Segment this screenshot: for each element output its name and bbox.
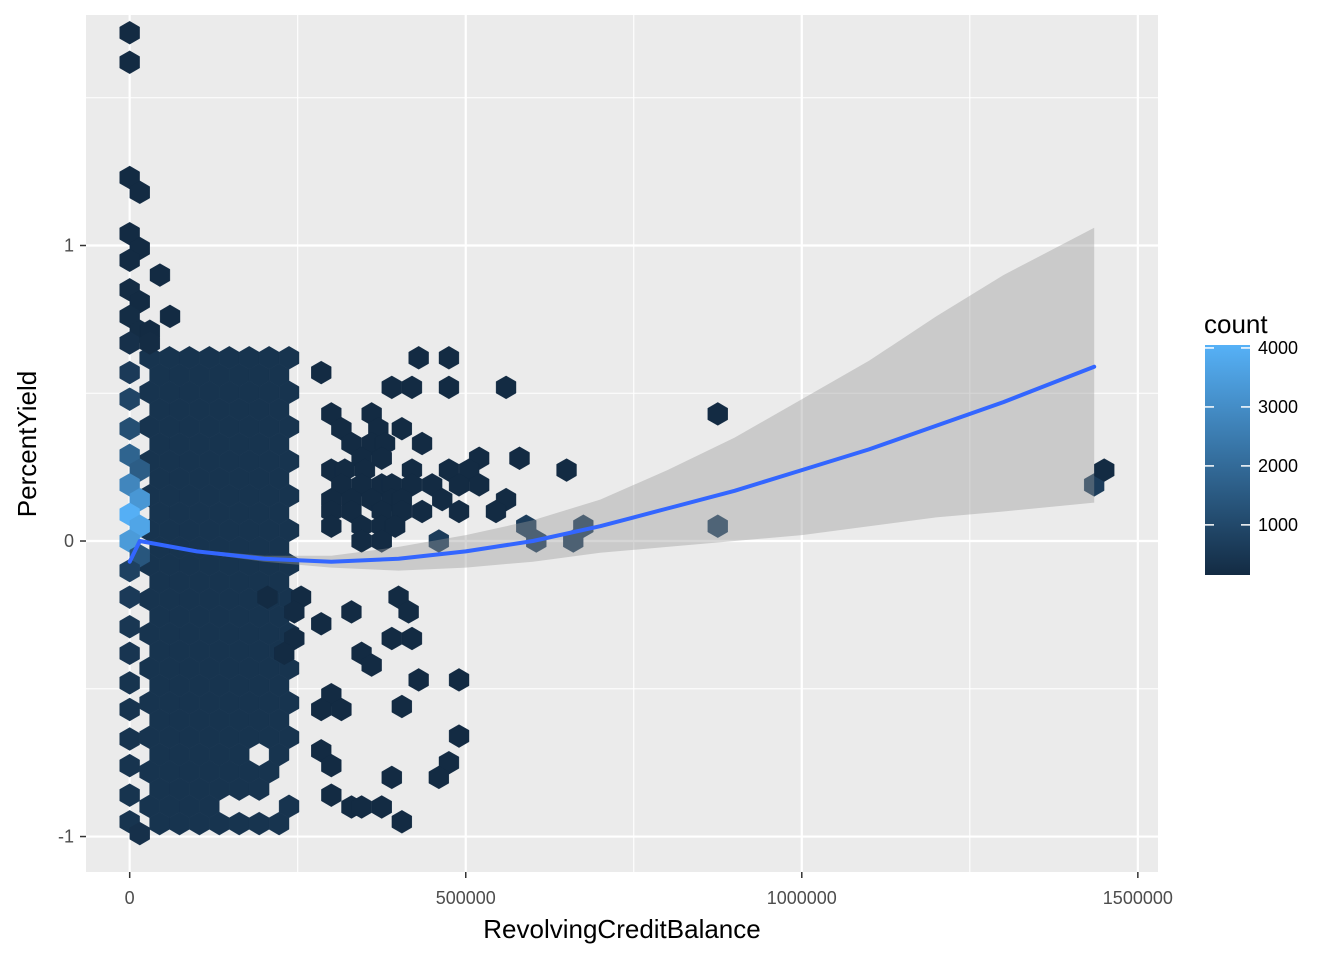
- hexbin-cell: [469, 473, 490, 497]
- legend-title: count: [1204, 309, 1268, 339]
- hexbin-cell: [284, 600, 305, 624]
- hexbin-cell: [371, 529, 392, 553]
- hexbin-cell: [159, 304, 181, 329]
- legend-tick-label: 1000: [1258, 515, 1298, 535]
- hexbin-cell: [321, 514, 342, 538]
- hexbin-cell: [119, 753, 140, 778]
- hexbin-cell: [385, 514, 406, 538]
- y-axis: -1 0 1: [58, 236, 86, 847]
- smooth-line: [127, 364, 1097, 564]
- hexbin-cell: [361, 653, 382, 677]
- hexbin-cell: [119, 331, 140, 355]
- smooth-line-layer: [127, 364, 1097, 564]
- hexbin-cell: [438, 346, 460, 370]
- hexbin-cell: [119, 387, 140, 411]
- hexbin-cell: [1094, 458, 1115, 482]
- hexbin-cell: [381, 765, 402, 790]
- hexbin-cell: [401, 626, 423, 651]
- y-tick-label: 0: [64, 531, 74, 551]
- hexbin-cell: [351, 529, 372, 553]
- hexbin-cell: [119, 416, 140, 441]
- hexbin-cell: [149, 263, 171, 287]
- hexbin-cell: [119, 50, 140, 75]
- hexbin-cell: [321, 753, 342, 778]
- hexbin-cell: [274, 641, 295, 666]
- hexbin-cell: [391, 416, 412, 441]
- hexbin-cell: [119, 641, 140, 666]
- hexbin-cell: [391, 694, 412, 719]
- hexbin-cell: [432, 487, 453, 512]
- confidence-ribbon-layer: [129, 227, 1095, 571]
- hexbin-cell: [129, 821, 150, 846]
- hexbin-cell: [119, 585, 140, 609]
- hexbin-cell: [448, 724, 470, 748]
- hexbin-cell: [119, 248, 140, 273]
- x-tick-label: 1000000: [767, 888, 837, 908]
- hexbin-cell: [438, 375, 460, 400]
- hexbin-cell: [119, 614, 140, 639]
- y-tick-label: -1: [58, 827, 74, 847]
- legend-tick-label: 4000: [1258, 338, 1298, 358]
- hexbin-cell: [371, 795, 392, 819]
- hexbin-cell: [448, 668, 470, 692]
- hexbin-cell: [408, 668, 429, 692]
- hexbin-cell: [331, 697, 352, 722]
- hexbin-cell: [119, 671, 140, 695]
- hexbin-cell: [411, 499, 433, 524]
- x-tick-label: 500000: [436, 888, 496, 908]
- legend-tick-label: 3000: [1258, 397, 1298, 417]
- hexbin-cell: [129, 180, 150, 205]
- hexbin-cell: [351, 795, 372, 819]
- confidence-ribbon: [129, 227, 1095, 571]
- hexbin-cell: [485, 499, 507, 524]
- y-axis-title: PercentYield: [12, 371, 42, 517]
- legend-colorbar: [1205, 345, 1250, 575]
- hexbin-cell: [428, 765, 449, 790]
- hexbin-cell: [408, 346, 429, 370]
- hexbin-cell: [268, 811, 290, 836]
- hexbin-cell: [321, 783, 342, 807]
- hexbin-cell: [341, 600, 362, 624]
- hexbin-cell: [411, 431, 433, 456]
- legend-ticks: 1000 2000 3000 4000: [1205, 338, 1298, 535]
- y-tick-label: 1: [64, 236, 74, 256]
- hex-layer: [119, 20, 1115, 846]
- hexbin-cell: [448, 499, 470, 524]
- hexbin-cell: [119, 783, 140, 807]
- hexbin-cell: [707, 402, 728, 426]
- hexbin-cell: [139, 331, 161, 355]
- hexbin-cell: [257, 585, 278, 609]
- hexbin-cell: [248, 777, 270, 801]
- hexbin-cell: [401, 375, 423, 400]
- hexbin-cell: [391, 810, 412, 834]
- hexbin-cell: [119, 727, 140, 751]
- x-axis: 0 500000 1000000 1500000: [125, 872, 1173, 908]
- x-axis-title: RevolvingCreditBalance: [483, 914, 760, 944]
- hexbin-cell: [311, 612, 332, 636]
- hexbin-cell: [119, 697, 140, 722]
- hexbin-cell: [495, 375, 517, 400]
- x-tick-label: 0: [125, 888, 135, 908]
- legend: count 1000 2000 3000 4000: [1204, 309, 1298, 575]
- legend-tick-label: 2000: [1258, 456, 1298, 476]
- hexbin-cell: [119, 360, 140, 385]
- x-tick-label: 1500000: [1103, 888, 1173, 908]
- hexbin-cell: [371, 446, 392, 471]
- hexbin-cell: [311, 360, 332, 385]
- hexbin-cell: [509, 446, 530, 471]
- hexbin-cell: [119, 20, 140, 45]
- hexbin-cell: [556, 458, 577, 482]
- hexbin-cell: [398, 600, 419, 624]
- hexbin-cell: [707, 514, 728, 538]
- hexbin-cell: [119, 558, 140, 583]
